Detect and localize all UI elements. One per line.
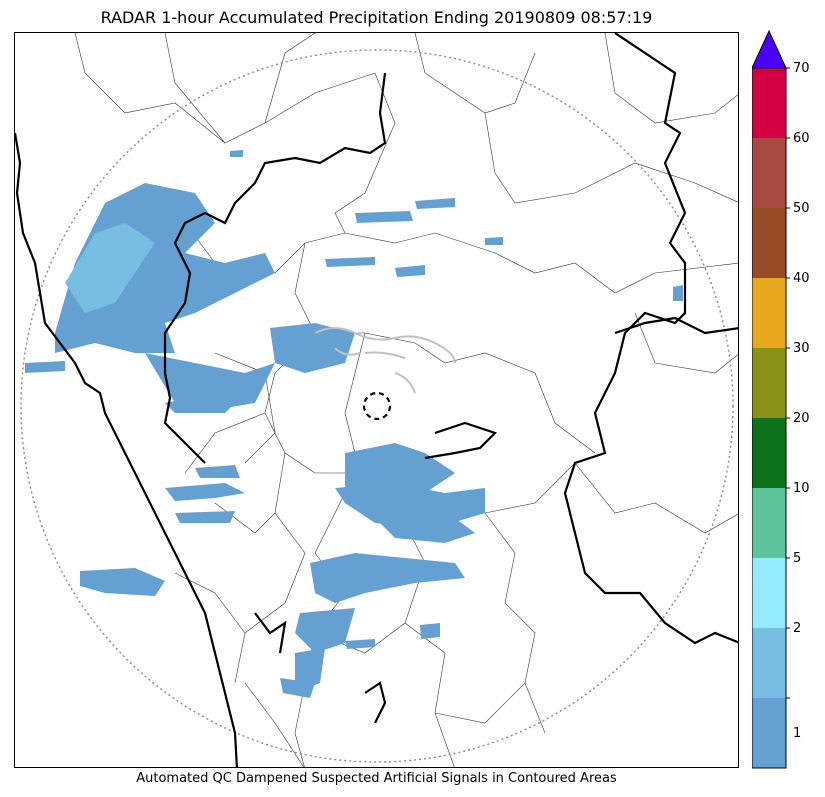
colorbar-label-5: 5 [793,551,801,566]
precipitation-patches [25,150,683,698]
colorbar-band-5 [752,558,786,628]
colorbar-label-70: 70 [793,61,810,76]
colorbar-label-10: 10 [793,481,810,496]
colorbar-label-40: 40 [793,271,810,286]
colorbar-band-60 [752,138,786,208]
colorbar-band-20 [752,418,786,488]
radar-site-marker [362,391,392,421]
colorbar-band-2 [752,628,786,698]
radar-map[interactable] [14,32,739,768]
qc-caption: Automated QC Dampened Suspected Artifici… [136,771,617,786]
colorbar-label-20: 20 [793,411,810,426]
map-title: RADAR 1-hour Accumulated Precipitation E… [100,8,653,27]
colorbar-label-50: 50 [793,201,810,216]
colorbar-label-60: 60 [793,131,810,146]
colorbar-band-50 [752,208,786,278]
colorbar: 1 2 5 10 20 30 40 50 60 70 [751,29,822,770]
qc-contours [314,327,456,394]
colorbar-band-70 [752,68,786,138]
radar-map-canvas [15,33,738,767]
colorbar-label-30: 30 [793,341,810,356]
state-borders [163,33,738,724]
colorbar-outline [751,67,787,769]
colorbar-band-1 [752,698,786,768]
colorbar-band-30 [752,348,786,418]
colorbar-svg: 1 2 5 10 20 30 40 50 60 70 [751,29,810,769]
colorbar-label-1: 1 [793,726,801,741]
range-ring [20,49,734,763]
colorbar-band-40 [752,278,786,348]
colorbar-bands [752,68,786,768]
colorbar-label-2: 2 [793,621,801,636]
colorbar-band-10 [752,488,786,558]
colorbar-extend-triangle [751,29,787,69]
colorbar-tick-labels: 1 2 5 10 20 30 40 50 60 70 [786,61,810,741]
coastline [15,132,238,767]
